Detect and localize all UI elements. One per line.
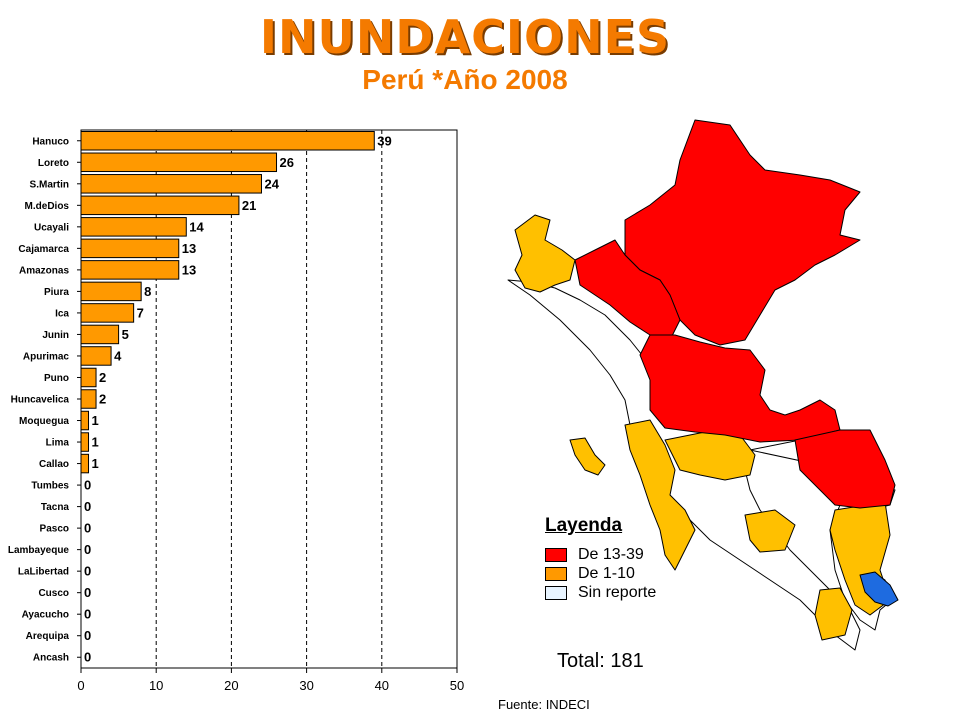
map-region-madre-de-dios [794, 429, 896, 509]
legend-swatch [545, 566, 567, 581]
category-label: Pasco [40, 524, 69, 535]
bar [80, 195, 240, 216]
category-label: Amazonas [19, 265, 69, 276]
data-label: 39 [377, 133, 391, 148]
legend-item-low: De 1-10 [545, 564, 680, 583]
legend-title: Layenda [545, 515, 623, 536]
category-label: Tumbes [31, 481, 69, 492]
category-label: LaLibertad [18, 567, 69, 578]
bar [80, 410, 90, 431]
data-label: 1 [92, 456, 99, 471]
data-label: 0 [84, 478, 91, 493]
data-label: 2 [99, 392, 106, 407]
bar [80, 432, 90, 452]
data-label: 7 [137, 305, 144, 320]
bar [80, 238, 180, 259]
legend-item-none: Sin reporte [545, 583, 680, 602]
category-label: Puno [44, 373, 69, 384]
data-label: 0 [84, 607, 91, 622]
category-label: S.Martin [30, 179, 69, 190]
map-region-cusco-center [744, 509, 796, 553]
data-label: 2 [99, 370, 106, 385]
map-region-tumbes-piura [514, 214, 576, 293]
data-label: 0 [84, 564, 91, 579]
data-label: 5 [122, 327, 129, 342]
bar [80, 303, 135, 323]
data-label: 8 [144, 284, 151, 299]
data-label: 14 [189, 219, 204, 234]
category-label: Lima [46, 438, 70, 449]
bar [80, 453, 90, 474]
bar [80, 389, 97, 409]
bar [80, 260, 180, 280]
category-label: Junin [42, 330, 69, 341]
page-subtitle: Perú *Año 2008 [362, 64, 568, 95]
bar [80, 217, 187, 237]
category-label: Ica [55, 308, 69, 319]
x-tick-label: 20 [224, 678, 238, 693]
map-legend: Layenda De 13-39 De 1-10 Sin reporte [545, 515, 680, 602]
bar [80, 131, 375, 151]
legend-item-high: De 13-39 [545, 545, 680, 564]
bar [80, 324, 120, 345]
data-label: 21 [242, 198, 256, 213]
map-lake [859, 571, 899, 607]
x-tick-label: 50 [450, 678, 464, 693]
x-tick-label: 10 [149, 678, 163, 693]
legend-label: Sin reporte [578, 583, 657, 601]
x-tick-label: 0 [77, 678, 84, 693]
map-region-moquegua [814, 587, 853, 641]
map-region-amazonas-smartin [574, 239, 681, 341]
map-region-loreto [624, 119, 861, 346]
category-label: Arequipa [26, 631, 70, 642]
map-region-ica-central [624, 419, 696, 571]
data-label: 24 [264, 176, 279, 191]
data-label: 0 [84, 628, 91, 643]
data-label: 0 [84, 542, 91, 557]
category-label: Ancash [33, 653, 69, 664]
data-label: 0 [84, 499, 91, 514]
bar [80, 281, 142, 302]
map-region-huanuco-ucayali [639, 334, 841, 443]
data-label: 13 [182, 262, 196, 277]
x-tick-label: 40 [375, 678, 389, 693]
data-label: 13 [182, 241, 196, 256]
data-label: 26 [280, 155, 294, 170]
category-label: Tacna [41, 502, 70, 513]
data-label: 4 [114, 348, 122, 363]
total-count: Total: 181 [557, 650, 644, 672]
legend-swatch [545, 585, 567, 600]
category-label: Ucayali [34, 222, 69, 233]
category-label: Callao [39, 459, 69, 470]
category-label: Huncavelica [11, 395, 70, 406]
peru-map [507, 119, 899, 651]
bar [80, 174, 262, 194]
category-label: Lambayeque [8, 545, 70, 556]
map-region-island [569, 437, 606, 476]
category-label: Apurimac [23, 351, 70, 362]
legend-swatch [545, 547, 567, 562]
category-label: Hanuco [32, 136, 69, 147]
category-label: Moquegua [19, 416, 69, 427]
page-title: INUNDACIONES [259, 10, 671, 64]
data-label: 1 [92, 413, 99, 428]
category-label: Ayacucho [22, 610, 69, 621]
category-label: Piura [44, 287, 69, 298]
data-label: 0 [84, 521, 91, 536]
source-note: Fuente: INDECI [498, 697, 590, 712]
x-tick-label: 30 [299, 678, 313, 693]
category-label: Loreto [38, 158, 69, 169]
bar [80, 367, 97, 388]
legend-label: De 13-39 [578, 545, 644, 563]
bar [80, 152, 278, 173]
data-label: 0 [84, 650, 91, 665]
category-label: Cajamarca [18, 244, 69, 255]
bar [80, 346, 112, 366]
category-label: Cusco [38, 588, 69, 599]
data-label: 1 [92, 435, 99, 450]
data-label: 0 [84, 585, 91, 600]
category-label: M.deDios [25, 201, 70, 212]
legend-label: De 1-10 [578, 564, 635, 582]
